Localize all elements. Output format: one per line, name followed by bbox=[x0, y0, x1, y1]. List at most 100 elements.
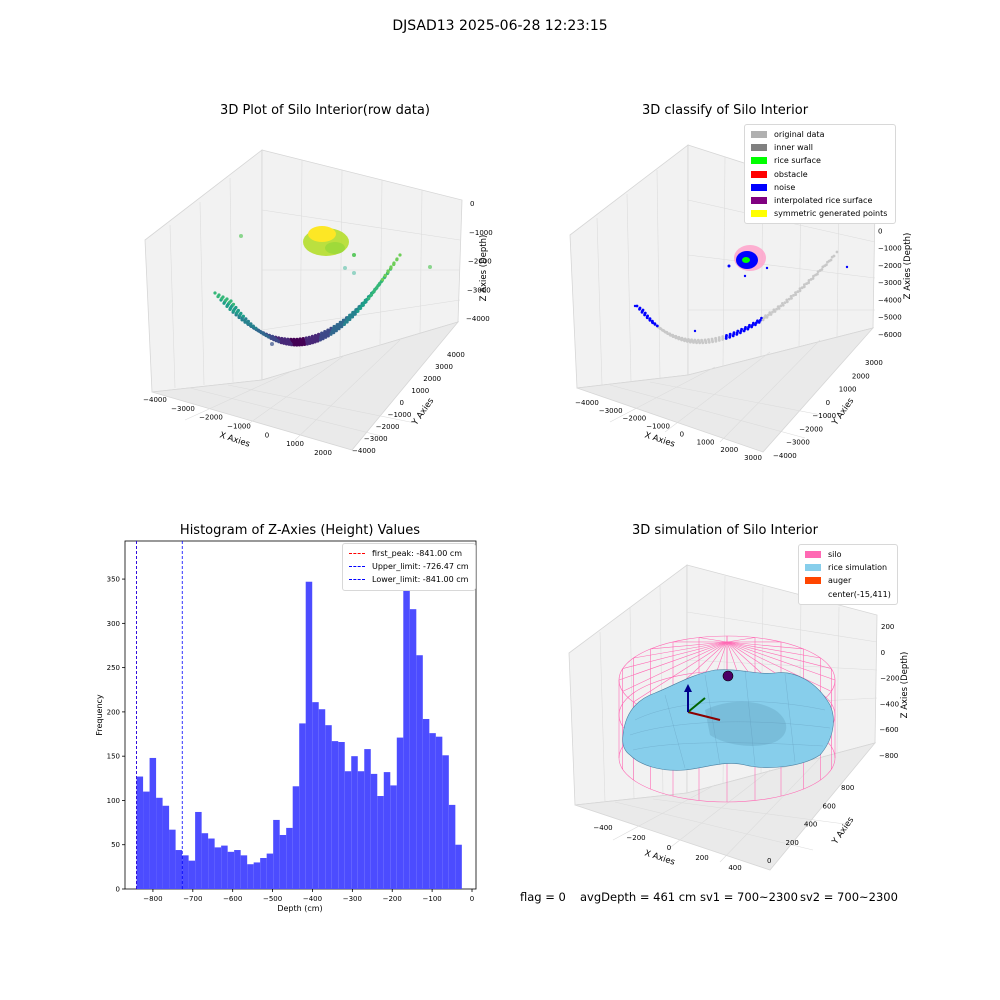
panel4-auger-axes bbox=[684, 670, 734, 721]
panel1-ribbon-point bbox=[274, 339, 278, 343]
panel2-ribbon-point bbox=[695, 341, 698, 345]
panel2-x-tick: −1000 bbox=[646, 423, 670, 431]
panel2-ribbon-point bbox=[689, 340, 692, 344]
panel2-legend-swatch bbox=[751, 210, 767, 218]
panel1-ribbon-point bbox=[292, 343, 296, 347]
panel1-ribbon-point bbox=[361, 303, 365, 307]
panel2-ribbon-point bbox=[800, 286, 804, 290]
panel3-bar bbox=[370, 773, 378, 889]
panel1-ribbon-point bbox=[254, 326, 258, 330]
panel1-ylabel: Y Axies bbox=[410, 396, 437, 428]
panel2-noise-point bbox=[743, 274, 747, 278]
panel4-z-tick: 0 bbox=[881, 649, 885, 657]
panel1-ribbon-point bbox=[244, 317, 248, 321]
panel1-x-tick: 2000 bbox=[314, 449, 332, 457]
panel1-ribbon-point bbox=[303, 342, 307, 346]
panel1-ribbon-point bbox=[305, 342, 309, 346]
panel1-ribbon-point bbox=[389, 265, 393, 269]
panel3-y-tick-label: 50 bbox=[111, 841, 120, 849]
panel1-ribbon-point bbox=[364, 300, 368, 304]
panel4-legend-item: auger bbox=[805, 574, 891, 587]
panel2-legend-item: rice surface bbox=[751, 154, 889, 167]
panel3-bar bbox=[169, 829, 176, 889]
panel2-legend-label: noise bbox=[774, 182, 796, 192]
panel1-y-ticks: −4000 −3000 −2000 −1000 0 1000 2000 3000 4000 bbox=[352, 351, 465, 455]
panel4-axis-red bbox=[687, 711, 721, 721]
panel4-silo-spoke bbox=[726, 641, 821, 659]
panel1-ribbon-point bbox=[398, 253, 402, 257]
panel4-z-tick: −600 bbox=[879, 726, 898, 734]
panel3-title: Histogram of Z-Axies (Height) Values bbox=[179, 523, 421, 538]
panel3-bar bbox=[136, 776, 144, 889]
footer-sv2: sv2 = 700~2300 bbox=[800, 890, 898, 904]
panel2-ribbon-point bbox=[803, 283, 806, 286]
panel1-ribbon-point bbox=[249, 322, 253, 326]
panel1-ribbon-point bbox=[313, 340, 317, 344]
panel2-left-pane bbox=[569, 144, 689, 389]
panel4-silo-spoke bbox=[622, 641, 728, 669]
panel1-ribbon-point bbox=[264, 333, 268, 338]
panel2-ribbon-point bbox=[724, 337, 728, 340]
panel4-silo-spoke bbox=[650, 641, 728, 650]
panel1-rice-blob-top bbox=[308, 226, 336, 242]
panel1-x-tick: −4000 bbox=[143, 396, 167, 404]
panel2-ribbon-point bbox=[698, 341, 702, 345]
panel2-ribbon-point bbox=[674, 336, 678, 340]
panel3-bar bbox=[253, 862, 261, 889]
panel1-x-tick: −3000 bbox=[171, 405, 195, 413]
panel2-legend-swatch bbox=[751, 144, 767, 152]
panel3-bar bbox=[305, 581, 313, 889]
panel2-ribbon-point bbox=[658, 326, 662, 330]
panel1-y-tick: 3000 bbox=[435, 363, 453, 371]
panel1-y-tick: −1000 bbox=[388, 411, 412, 419]
panel1-ribbon-point bbox=[345, 320, 349, 324]
panel1-grid bbox=[169, 159, 461, 441]
panel2-ribbon-point bbox=[763, 316, 766, 320]
panel2-ribbon-point bbox=[646, 314, 649, 318]
panel2-y-tick: 0 bbox=[826, 399, 830, 407]
panel4-silo-spoke bbox=[726, 637, 756, 643]
panel1-ribbon-point bbox=[367, 296, 371, 300]
panel1-y-tick: 1000 bbox=[411, 387, 429, 395]
panel1-ribbon bbox=[213, 253, 402, 347]
panel4-legend-label: center(-15,411) bbox=[828, 589, 891, 599]
panel3-bar bbox=[188, 860, 196, 889]
panel2-ribbon-point bbox=[701, 341, 705, 345]
panel3-bar bbox=[403, 556, 410, 889]
panel2-rice-cluster bbox=[633, 245, 849, 333]
panel4-floor-pane bbox=[574, 742, 877, 871]
panel2-ribbon-point bbox=[686, 340, 689, 343]
panel3-x-ticks: −800 −700 −600 −500 −400 −300 −200 −100 0 bbox=[143, 889, 474, 903]
panel2-legend-label: interpolated rice surface bbox=[774, 196, 873, 206]
panel4-legend-item: center(-15,411) bbox=[805, 588, 891, 601]
panel3-bar bbox=[429, 733, 436, 889]
panel2-ribbon-point bbox=[653, 322, 657, 325]
panel4-x-tick: 400 bbox=[728, 864, 741, 872]
panel1-ribbon-point bbox=[251, 324, 255, 328]
panel2-legend-swatch bbox=[751, 183, 767, 191]
panel4-legend-label: silo bbox=[828, 550, 842, 560]
panel1-ribbon-point bbox=[267, 335, 271, 339]
panel1-ribbon-point bbox=[256, 328, 260, 332]
panel3-x-tick-label: −300 bbox=[343, 895, 362, 903]
panel1-ribbon-point bbox=[395, 257, 399, 261]
panel2-ribbon-point bbox=[728, 335, 732, 339]
panel2-zlabel: Z Axies (Depth) bbox=[903, 233, 913, 300]
panel1-3d-plot: −4000 −3000 −2000 −1000 0 1000 2000 −4000 −3000… bbox=[143, 149, 493, 457]
panel3-bar bbox=[344, 771, 352, 889]
panel2-ribbon-point bbox=[671, 335, 675, 338]
panel3-bar bbox=[214, 847, 222, 889]
panel1-ribbon-point bbox=[231, 302, 236, 306]
panel4-z-tick: −800 bbox=[879, 752, 898, 760]
panel2-ribbon-point bbox=[790, 296, 793, 300]
panel1-ribbon-point bbox=[380, 277, 385, 282]
panel4-y-tick: 600 bbox=[823, 802, 836, 810]
panel2-ribbon-point bbox=[812, 274, 815, 278]
panel4-z-tick: 200 bbox=[881, 623, 894, 631]
panel3-bar bbox=[292, 786, 300, 889]
panel2-legend-item: original data bbox=[751, 128, 889, 141]
panel1-ribbon-point bbox=[279, 341, 283, 345]
panel2-ribbon-point bbox=[669, 333, 672, 337]
panel1-zlabel: Z Axies (Depth) bbox=[479, 235, 489, 302]
panel1-y-tick: 0 bbox=[400, 399, 404, 407]
